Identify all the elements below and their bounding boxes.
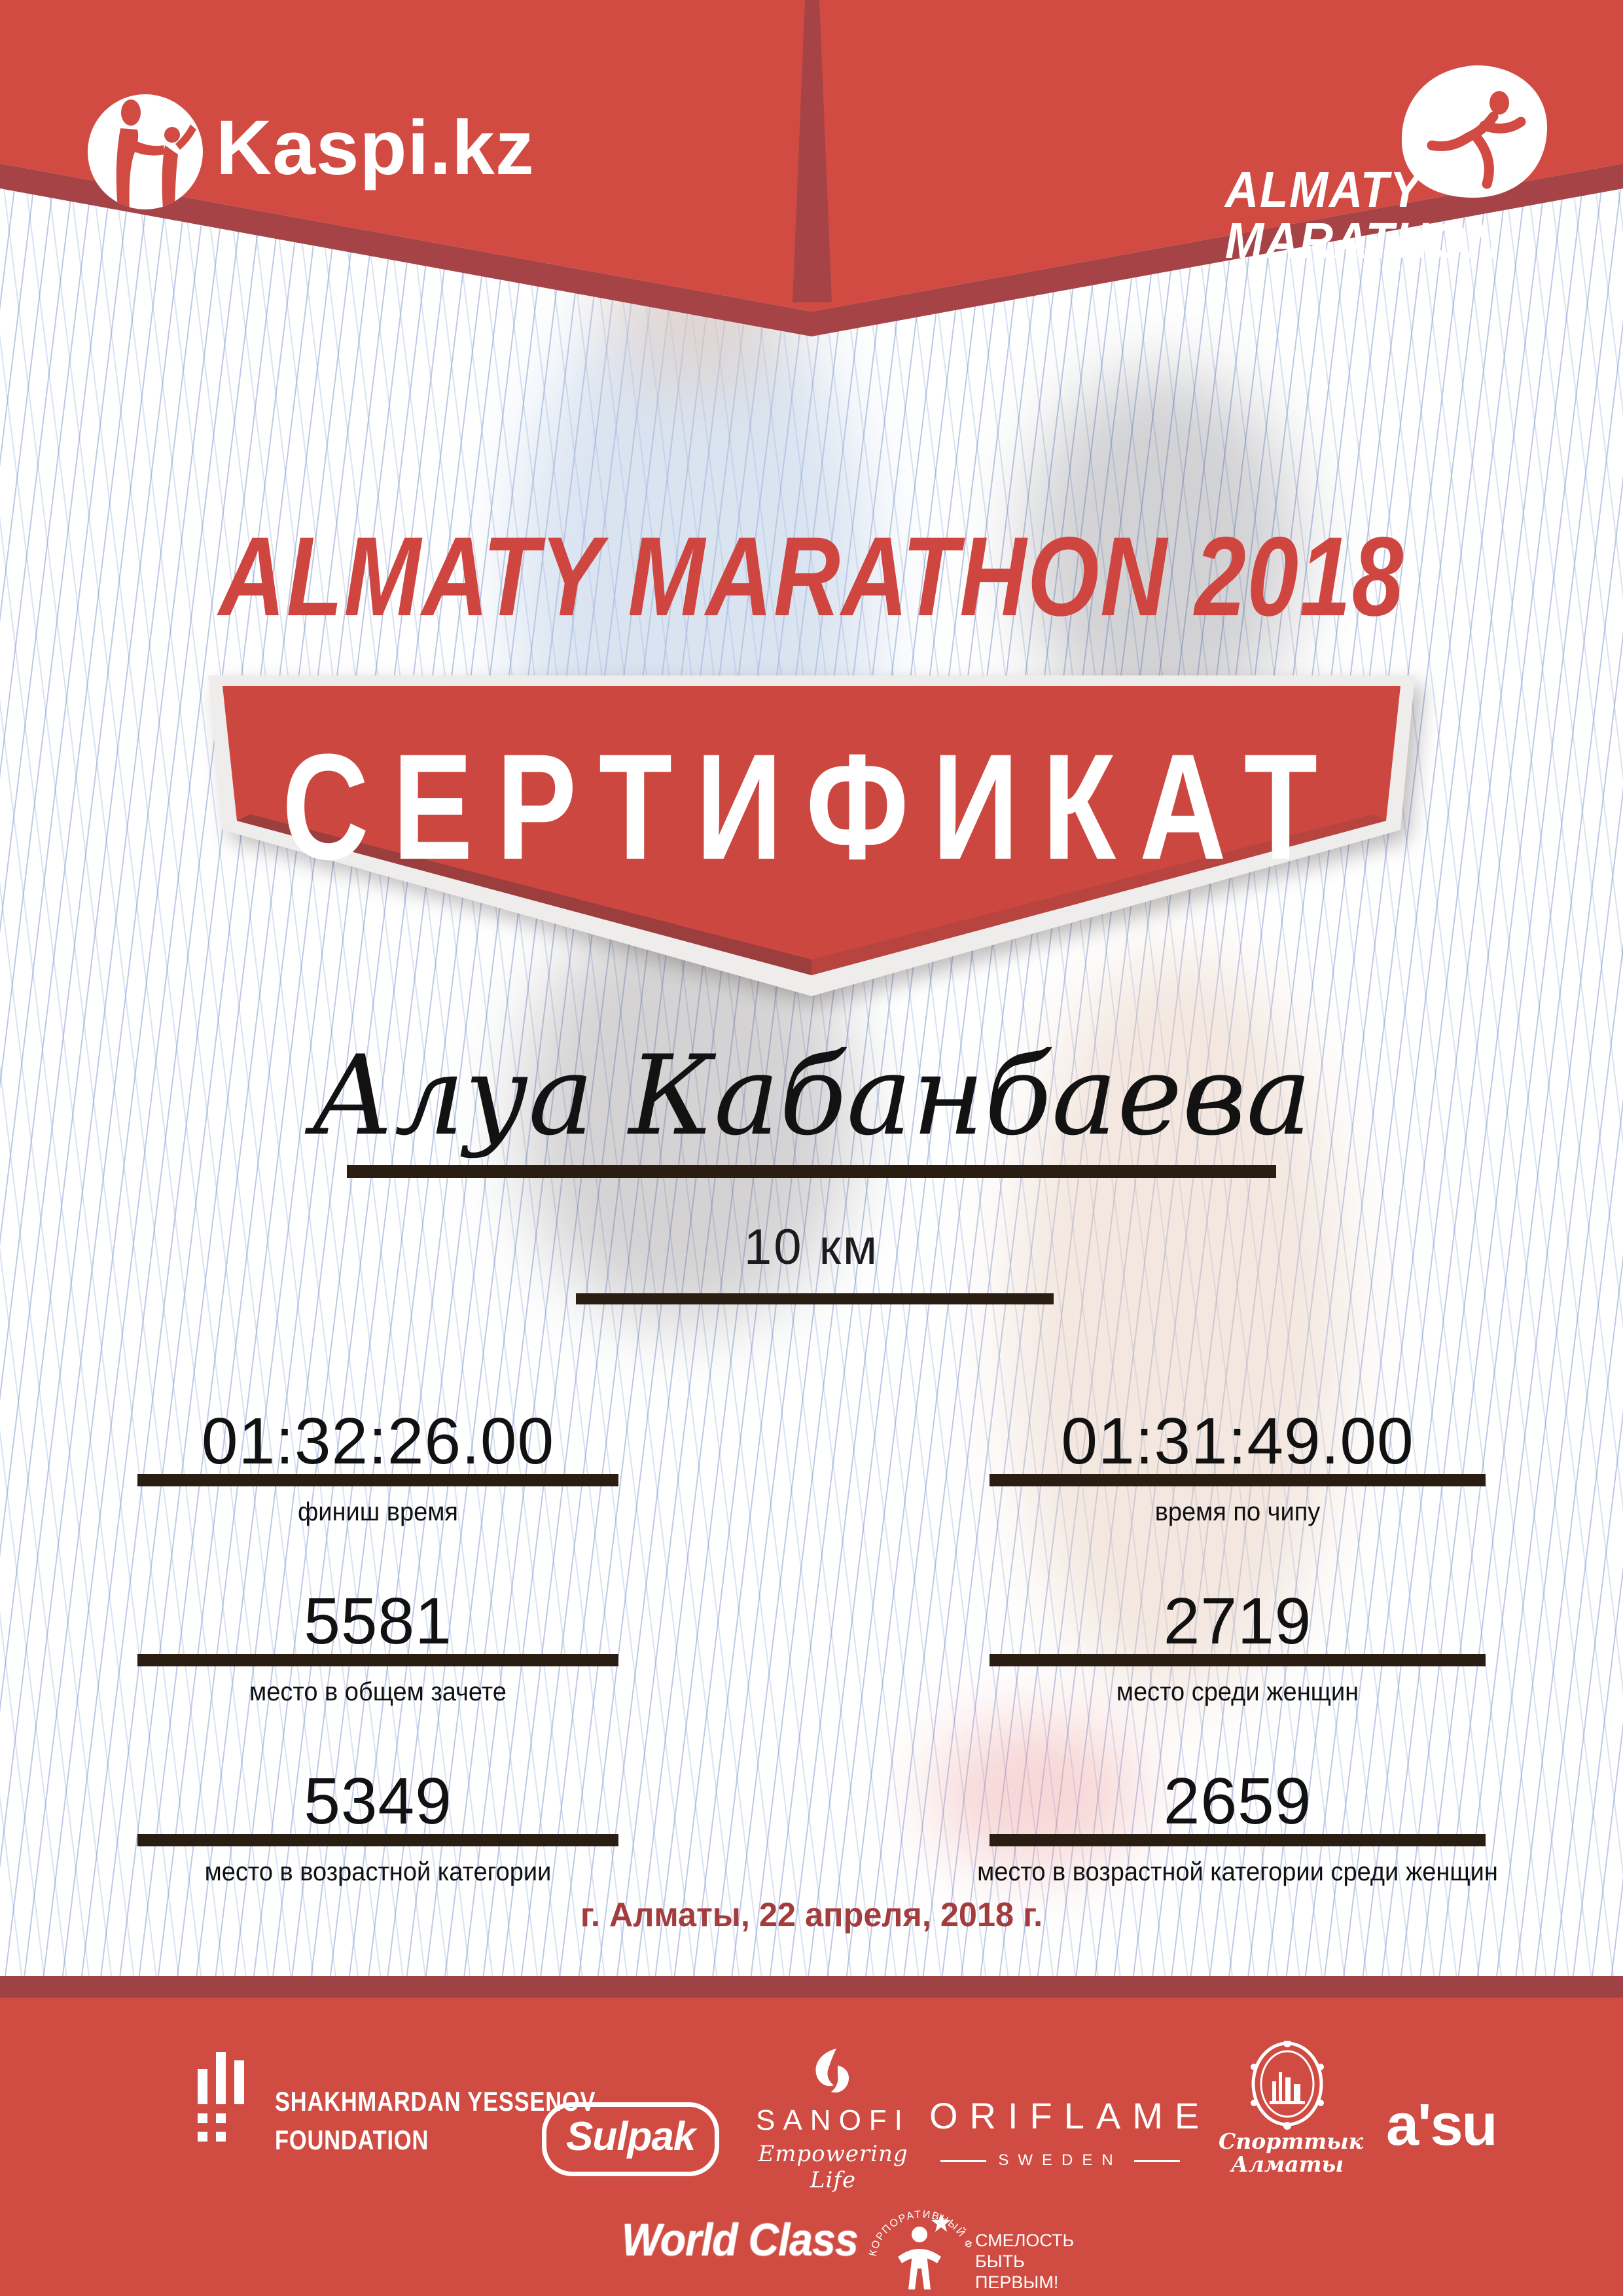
women-place-label: место среди женщин (1116, 1677, 1359, 1706)
sanofi-bird-icon (815, 2049, 849, 2093)
sporttyk-line2: Алматы (1230, 2151, 1344, 2177)
chip-time-label: время по чипу (1154, 1498, 1321, 1526)
fund-person-icon (898, 2227, 941, 2289)
chip-time-value: 01:31:49.00 (1061, 1405, 1414, 1478)
fund-star-icon (931, 2214, 951, 2232)
stat-underline (137, 1474, 618, 1486)
distance: 10 км (743, 1219, 880, 1275)
svg-text:КОРПОРАТИВНЫЙ ФОНД: КОРПОРАТИВНЫЙ ФОНД (864, 2191, 975, 2257)
fund-line2: БЫТЬ (975, 2251, 1025, 2271)
yessenov-line2: FOUNDATION (275, 2124, 429, 2155)
sponsor-sulpak: Sulpak (542, 2102, 720, 2176)
sponsor-asu: a'su (1386, 2092, 1497, 2158)
age-women-place-label: место в возрастной категории среди женщи… (977, 1857, 1498, 1886)
stat-underline (137, 1834, 618, 1846)
sanofi-wordmark: SANOFI (756, 2104, 910, 2136)
overall-place-value: 5581 (304, 1585, 452, 1658)
sporttyk-wordmark: Спорттык Алматы (1219, 2128, 1364, 2177)
kaspi-people-icon (88, 94, 203, 209)
sponsor-sporttyk-almaty: Спорттык Алматы (1219, 2039, 1364, 2177)
sanofi-tagline: Empowering Life (758, 2141, 908, 2193)
overall-place-label: место в общем зачете (249, 1677, 507, 1706)
oriflame-rule-left (940, 2159, 987, 2162)
stat-underline (990, 1654, 1486, 1666)
footer-divider-strip (0, 1976, 1623, 1998)
almaty-marathon-wordmark-line1: ALMATY (1225, 162, 1422, 218)
almaty-marathon-wordmark-line2: MARATHON (1225, 213, 1502, 269)
sponsor-sanofi: SANOFI Empowering Life (751, 2047, 915, 2193)
kaspi-wordmark: Kaspi.kz (216, 105, 535, 191)
age-women-place-value: 2659 (1163, 1765, 1312, 1838)
footer-band (0, 1998, 1623, 2296)
women-place-value: 2719 (1163, 1585, 1312, 1658)
runner-photo-hint (1008, 949, 1348, 1702)
date-line: г. Алматы, 22 апреля, 2018 г. (580, 1896, 1043, 1934)
fund-line1: СМЕЛОСТЬ (975, 2231, 1074, 2250)
sporttyk-line1: Спорттык (1219, 2128, 1364, 2154)
oriflame-wordmark: ORIFLAME (929, 2095, 1211, 2136)
age-category-place-value: 5349 (304, 1765, 452, 1838)
recipient-name: Алуа Кабанбаева (311, 1031, 1312, 1160)
sponsor-courage-fund: КОРПОРАТИВНЫЙ ФОНД СМЕЛОСТЬ БЫТЬ ПЕРВЫМ! (864, 2191, 1074, 2292)
sponsor-oriflame: ORIFLAME SWEDEN (929, 2094, 1211, 2170)
oriflame-rule-right (1133, 2159, 1180, 2162)
oriflame-sweden-label: SWEDEN (998, 2151, 1122, 2169)
event-title: ALMATY MARATHON 2018 (219, 514, 1404, 639)
header-center-spike (793, 0, 832, 302)
age-category-place-label: место в возрастной категории (204, 1857, 552, 1886)
stat-underline (990, 1474, 1486, 1486)
certificate-banner: СЕРТИФИКАТ (208, 675, 1415, 996)
stat-underline (990, 1834, 1486, 1846)
fund-arc-text: КОРПОРАТИВНЫЙ ФОНД (864, 2191, 974, 2257)
finish-time-label: финиш время (298, 1498, 458, 1526)
sponsor-yessenov-foundation: SHAKHMARDAN YESSENOV FOUNDATION (275, 2083, 596, 2160)
yessenov-line1: SHAKHMARDAN YESSENOV (275, 2086, 596, 2117)
oriflame-sub: SWEDEN (929, 2151, 1191, 2170)
finish-time-value: 01:32:26.00 (201, 1405, 555, 1478)
sporttyk-emblem-icon (1251, 2039, 1324, 2130)
sponsor-world-class: World Class (622, 2214, 859, 2265)
name-underline (347, 1165, 1276, 1178)
fund-line3: ПЕРВЫМ! (975, 2272, 1058, 2292)
runner-photo-hint (1021, 367, 1302, 733)
banner-label: СЕРТИФИКАТ (282, 723, 1341, 891)
yessenov-foundation-icon (198, 2052, 244, 2142)
header-band (0, 0, 1623, 336)
almaty-marathon-runner-icon (1401, 65, 1548, 198)
stat-underline (137, 1654, 618, 1666)
distance-underline (576, 1293, 1054, 1304)
